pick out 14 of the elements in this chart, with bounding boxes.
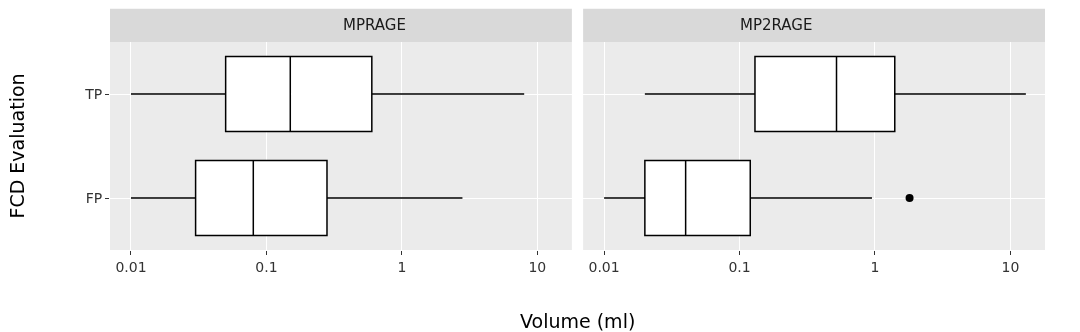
x-tick-label: 1 — [870, 258, 880, 275]
chart-title: MP2RAGE — [740, 16, 813, 34]
chart-title: MPRAGE — [343, 16, 406, 34]
x-tick-label: 0.01 — [588, 258, 620, 275]
x-tick-label: 1 — [397, 258, 407, 275]
x-tick-label: 0.01 — [115, 258, 147, 275]
x-tick-label: 10 — [1001, 258, 1020, 275]
y-tick-label: FP — [85, 189, 103, 206]
x-tick-label: 0.1 — [255, 258, 278, 275]
x-axis-title: Volume (ml) — [520, 310, 636, 332]
x-tick-label: 0.1 — [728, 258, 751, 275]
y-tick-label: TP — [84, 85, 103, 102]
y-axis-title: FCD Evaluation — [5, 73, 28, 219]
x-tick-label: 10 — [528, 258, 547, 275]
